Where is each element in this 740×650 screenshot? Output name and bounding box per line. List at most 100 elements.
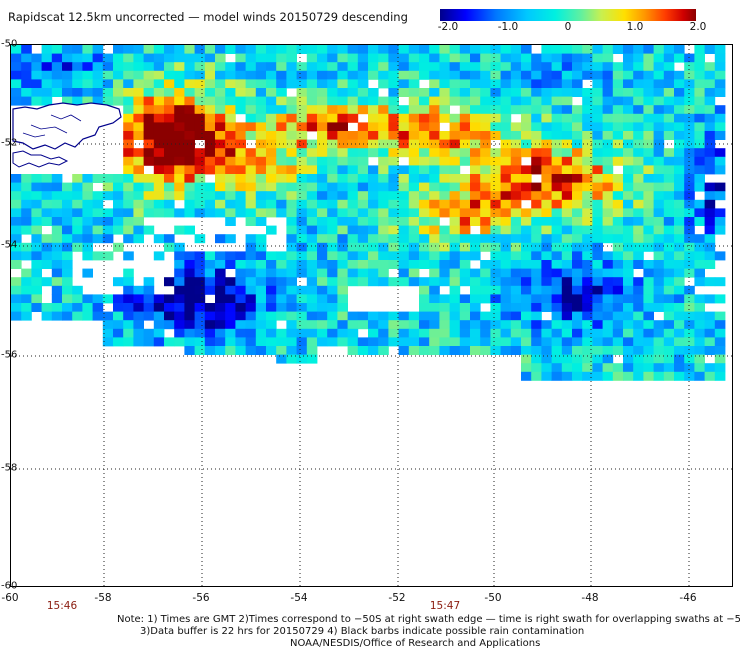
- wind-cell: [674, 251, 685, 261]
- wind-cell: [245, 113, 257, 123]
- wind-cell: [684, 122, 695, 132]
- wind-cell: [255, 131, 267, 140]
- wind-cell: [21, 294, 32, 304]
- wind-cell: [215, 234, 226, 244]
- wind-cell: [470, 113, 481, 123]
- wind-cell: [276, 346, 287, 355]
- wind-cell: [592, 294, 603, 304]
- wind-cell: [51, 62, 63, 72]
- lon-label: -50: [484, 592, 502, 604]
- wind-cell: [694, 45, 705, 54]
- wind-cell: [510, 242, 522, 252]
- wind-cell: [633, 285, 644, 295]
- wind-cell: [133, 303, 144, 312]
- wind-cell: [113, 217, 124, 226]
- swath-time-label: 15:46: [46, 600, 78, 612]
- wind-cell: [643, 88, 654, 97]
- wind-cell: [378, 346, 389, 355]
- wind-cell: [582, 217, 593, 226]
- wind-cell: [225, 346, 236, 355]
- wind-cell: [398, 53, 410, 63]
- wind-cell: [674, 260, 685, 269]
- wind-cell: [245, 174, 257, 183]
- wind-cell: [337, 242, 348, 252]
- wind-cell: [490, 131, 501, 140]
- wind-cell: [225, 208, 236, 218]
- wind-difference-map[interactable]: [10, 44, 733, 587]
- wind-cell: [82, 303, 93, 312]
- wind-cell: [276, 156, 287, 166]
- wind-cell: [41, 234, 53, 244]
- wind-cell: [327, 277, 338, 287]
- wind-cell: [184, 174, 195, 183]
- wind-cell: [133, 217, 144, 226]
- wind-cell: [296, 337, 308, 347]
- wind-cell: [449, 242, 461, 252]
- wind-cell: [633, 191, 644, 201]
- wind-cell: [643, 79, 654, 89]
- wind-cell: [164, 96, 175, 106]
- wind-cell: [531, 363, 542, 373]
- wind-cell: [419, 62, 430, 72]
- wind-cell: [92, 251, 104, 261]
- wind-cell: [113, 96, 124, 106]
- wind-cell: [582, 363, 593, 373]
- wind-cell: [684, 88, 695, 97]
- wind-cell: [306, 346, 318, 355]
- wind-cell: [449, 156, 461, 166]
- wind-cell: [663, 354, 675, 364]
- wind-cell: [582, 208, 593, 218]
- wind-cell: [500, 148, 512, 158]
- wind-cell: [21, 225, 32, 235]
- wind-cell: [623, 122, 634, 132]
- wind-cell: [11, 303, 22, 312]
- wind-cell: [72, 182, 83, 192]
- wind-cell: [694, 242, 705, 252]
- wind-cell: [714, 131, 726, 140]
- wind-cell: [102, 328, 114, 338]
- wind-cell: [184, 148, 195, 158]
- wind-cell: [561, 70, 573, 80]
- wind-cell: [337, 199, 348, 209]
- wind-cell: [623, 268, 634, 278]
- wind-cell: [592, 371, 603, 381]
- wind-cell: [123, 148, 134, 158]
- wind-cell: [663, 45, 675, 54]
- wind-cell: [694, 122, 705, 132]
- wind-cell: [11, 294, 22, 304]
- wind-cell: [551, 199, 563, 209]
- wind-cell: [123, 122, 134, 132]
- wind-cell: [521, 113, 532, 123]
- wind-cell: [255, 53, 267, 63]
- wind-cell: [459, 156, 471, 166]
- wind-cell: [204, 113, 216, 123]
- wind-cell: [592, 156, 603, 166]
- wind-cell: [266, 45, 277, 54]
- wind-cell: [215, 113, 226, 123]
- wind-cell: [215, 165, 226, 175]
- wind-cell: [541, 113, 552, 123]
- wind-cell: [143, 139, 155, 149]
- note-line-1: Note: 1) Times are GMT 2)Times correspon…: [117, 614, 740, 625]
- wind-cell: [459, 139, 471, 149]
- wind-cell: [653, 294, 665, 304]
- wind-cell: [123, 174, 134, 183]
- wind-cell: [684, 191, 695, 201]
- wind-cell: [245, 251, 257, 261]
- wind-cell: [531, 62, 542, 72]
- wind-cell: [204, 131, 216, 140]
- wind-cell: [449, 268, 461, 278]
- wind-cell: [306, 45, 318, 54]
- wind-cell: [572, 148, 583, 158]
- wind-cell: [470, 165, 481, 175]
- wind-cell: [368, 242, 379, 252]
- wind-cell: [633, 199, 644, 209]
- wind-cell: [521, 363, 532, 373]
- wind-cell: [194, 79, 206, 89]
- wind-cell: [255, 96, 267, 106]
- wind-cell: [510, 225, 522, 235]
- wind-cell: [347, 277, 359, 287]
- wind-cell: [276, 79, 287, 89]
- wind-cell: [500, 165, 512, 175]
- wind-cell: [235, 165, 246, 175]
